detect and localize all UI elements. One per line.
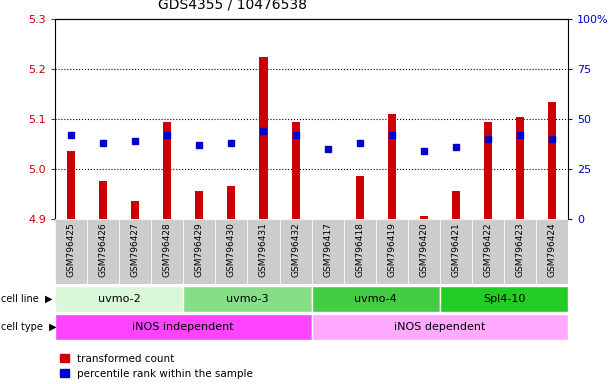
FancyBboxPatch shape: [536, 219, 568, 284]
FancyBboxPatch shape: [376, 219, 408, 284]
Text: GSM796421: GSM796421: [452, 222, 461, 277]
Text: iNOS independent: iNOS independent: [133, 322, 234, 333]
FancyBboxPatch shape: [247, 219, 280, 284]
Text: Spl4-10: Spl4-10: [483, 293, 525, 304]
Text: GSM796420: GSM796420: [419, 222, 428, 277]
Bar: [420, 217, 428, 219]
Text: uvmo-4: uvmo-4: [354, 293, 397, 304]
Text: GSM796426: GSM796426: [98, 222, 108, 277]
Text: GSM796430: GSM796430: [227, 222, 236, 277]
Text: GSM796431: GSM796431: [259, 222, 268, 277]
FancyBboxPatch shape: [343, 219, 376, 284]
Text: GSM796424: GSM796424: [547, 222, 557, 277]
Text: uvmo-2: uvmo-2: [98, 293, 141, 304]
FancyBboxPatch shape: [183, 219, 216, 284]
Bar: [227, 187, 235, 219]
Text: GSM796423: GSM796423: [516, 222, 525, 277]
Bar: [131, 202, 139, 219]
Bar: [291, 122, 299, 219]
Text: GSM796428: GSM796428: [163, 222, 172, 277]
Text: GSM796429: GSM796429: [195, 222, 204, 277]
Text: GSM796422: GSM796422: [483, 222, 492, 277]
FancyBboxPatch shape: [312, 286, 440, 311]
Bar: [196, 192, 203, 219]
Bar: [67, 152, 75, 219]
FancyBboxPatch shape: [55, 286, 183, 311]
FancyBboxPatch shape: [55, 314, 312, 340]
Text: GSM796418: GSM796418: [355, 222, 364, 277]
FancyBboxPatch shape: [312, 314, 568, 340]
Bar: [99, 182, 107, 219]
Text: GSM796425: GSM796425: [67, 222, 76, 277]
Legend: transformed count, percentile rank within the sample: transformed count, percentile rank withi…: [60, 354, 253, 379]
Text: iNOS dependent: iNOS dependent: [394, 322, 486, 333]
Text: GSM796419: GSM796419: [387, 222, 397, 277]
Bar: [548, 102, 556, 219]
Bar: [484, 122, 492, 219]
Text: GDS4355 / 10476538: GDS4355 / 10476538: [158, 0, 307, 12]
FancyBboxPatch shape: [119, 219, 152, 284]
Bar: [516, 117, 524, 219]
FancyBboxPatch shape: [312, 219, 343, 284]
Text: cell line  ▶: cell line ▶: [1, 293, 52, 304]
Bar: [388, 114, 396, 219]
FancyBboxPatch shape: [408, 219, 440, 284]
Text: cell type  ▶: cell type ▶: [1, 322, 56, 333]
FancyBboxPatch shape: [216, 219, 247, 284]
Bar: [163, 122, 171, 219]
FancyBboxPatch shape: [87, 219, 119, 284]
FancyBboxPatch shape: [440, 219, 472, 284]
Bar: [452, 192, 460, 219]
FancyBboxPatch shape: [183, 286, 312, 311]
Text: GSM796432: GSM796432: [291, 222, 300, 277]
FancyBboxPatch shape: [55, 219, 87, 284]
FancyBboxPatch shape: [152, 219, 183, 284]
Bar: [356, 177, 364, 219]
Bar: [324, 219, 332, 227]
Bar: [260, 57, 268, 219]
FancyBboxPatch shape: [280, 219, 312, 284]
Text: GSM796427: GSM796427: [131, 222, 140, 277]
Text: GSM796417: GSM796417: [323, 222, 332, 277]
Text: uvmo-3: uvmo-3: [226, 293, 269, 304]
FancyBboxPatch shape: [472, 219, 504, 284]
FancyBboxPatch shape: [504, 219, 536, 284]
FancyBboxPatch shape: [440, 286, 568, 311]
